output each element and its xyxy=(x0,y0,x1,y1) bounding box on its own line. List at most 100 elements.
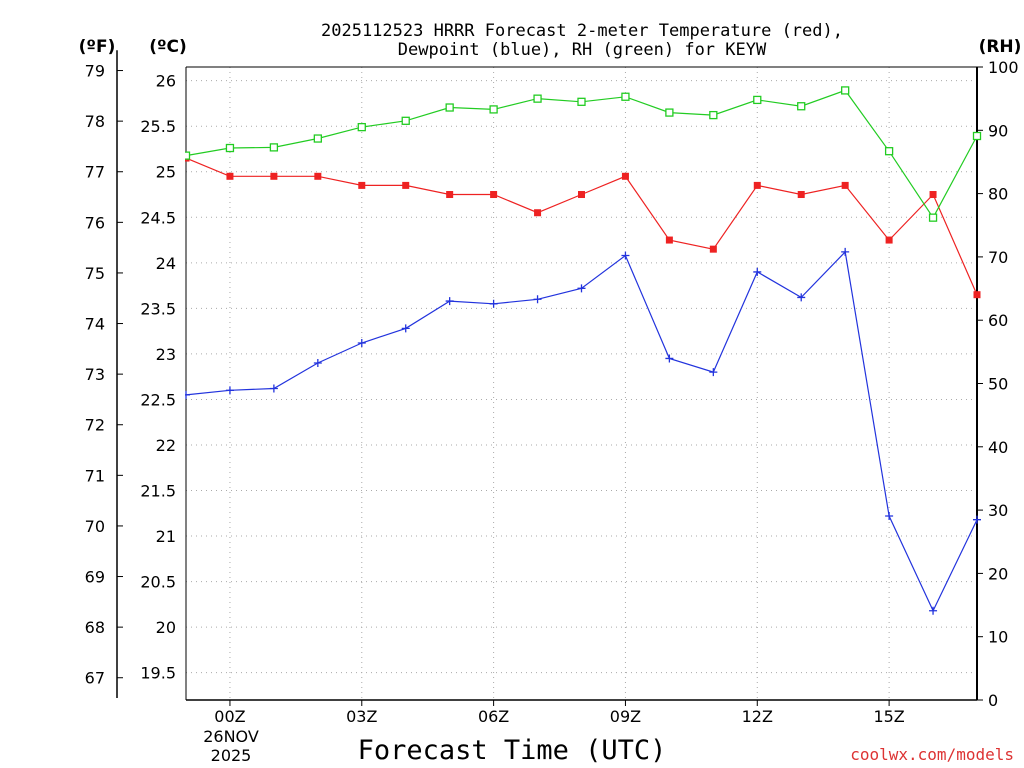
fahrenheit-tick-label: 70 xyxy=(85,517,105,536)
x-axis-title: Forecast Time (UTC) xyxy=(358,735,667,766)
rh-point xyxy=(577,97,586,106)
fahrenheit-unit-label: (ºF) xyxy=(79,37,116,57)
fahrenheit-tick-label: 77 xyxy=(85,163,105,182)
date-label-day: 26NOV xyxy=(203,727,259,746)
temperature-point xyxy=(226,172,234,180)
credit-label: coolwx.com/models xyxy=(850,745,1014,764)
celsius-tick-label: 20 xyxy=(156,618,176,637)
rh-point xyxy=(884,147,894,156)
fahrenheit-tick-label: 79 xyxy=(85,62,105,81)
data-series xyxy=(185,86,982,615)
temperature-point xyxy=(534,209,542,217)
x-tick-label: 03Z xyxy=(346,707,377,726)
dewpoint-point xyxy=(973,515,981,524)
fahrenheit-tick-label: 73 xyxy=(85,365,105,384)
temperature-series-line xyxy=(185,157,978,295)
celsius-tick-label: 23 xyxy=(156,345,176,364)
chart-title-line-1: 2025112523 HRRR Forecast 2-meter Tempera… xyxy=(321,21,843,41)
x-tick-label: 00Z xyxy=(214,707,245,726)
date-label-year: 2025 xyxy=(211,746,252,765)
celsius-tick-label: 19.5 xyxy=(140,664,176,683)
dewpoint-point xyxy=(665,354,674,363)
celsius-tick-label: 24 xyxy=(156,254,176,273)
chart-title-line-2: Dewpoint (blue), RH (green) for KEYW xyxy=(398,40,767,60)
temperature-point xyxy=(358,181,366,189)
dewpoint-point xyxy=(489,299,498,308)
celsius-tick-label: 26 xyxy=(156,72,176,91)
celsius-tick-label: 20.5 xyxy=(140,573,176,592)
celsius-tick-label: 21 xyxy=(156,527,176,546)
temperature-point xyxy=(314,172,322,180)
rh-point xyxy=(185,151,191,160)
temperature-point xyxy=(709,245,717,253)
fahrenheit-tick-label: 69 xyxy=(85,568,105,587)
dewpoint-point xyxy=(401,324,410,333)
rh-tick-label: 60 xyxy=(988,311,1008,330)
dewpoint-point xyxy=(225,386,234,395)
celsius-tick-label: 22.5 xyxy=(140,390,176,409)
dewpoint-point xyxy=(621,251,630,260)
x-tick-label: 15Z xyxy=(873,707,904,726)
fahrenheit-tick-label: 78 xyxy=(85,112,105,131)
dewpoint-point xyxy=(445,297,454,306)
celsius-tick-label: 24.5 xyxy=(140,208,176,227)
rh-point xyxy=(709,110,718,120)
celsius-tick-label: 21.5 xyxy=(140,482,176,501)
dewpoint-point xyxy=(841,247,850,256)
fahrenheit-tick-label: 71 xyxy=(85,466,105,485)
fahrenheit-tick-label: 67 xyxy=(85,669,105,688)
rh-tick-label: 70 xyxy=(988,248,1008,267)
dewpoint-point xyxy=(533,295,542,304)
dewpoint-point xyxy=(797,293,806,302)
rh-point xyxy=(357,122,366,132)
rh-tick-label: 20 xyxy=(988,564,1008,583)
rh-point xyxy=(269,143,279,152)
celsius-unit-label: (ºC) xyxy=(149,37,187,57)
dewpoint-point xyxy=(269,384,278,393)
celsius-tick-label: 25 xyxy=(156,163,176,182)
fahrenheit-tick-label: 75 xyxy=(85,264,105,283)
rh-tick-label: 0 xyxy=(988,691,998,710)
temperature-point xyxy=(797,191,805,199)
celsius-tick-label: 23.5 xyxy=(140,299,176,318)
rh-tick-label: 30 xyxy=(988,501,1008,520)
rh-tick-label: 50 xyxy=(988,375,1008,394)
rh-tick-label: 10 xyxy=(988,628,1008,647)
temperature-point xyxy=(621,172,629,180)
temperature-point xyxy=(402,181,410,189)
x-tick-label: 06Z xyxy=(478,707,509,726)
axes xyxy=(116,50,983,706)
fahrenheit-tick-label: 74 xyxy=(85,315,105,334)
rh-tick-label: 90 xyxy=(988,121,1008,140)
rh-point xyxy=(928,213,938,222)
rh-point xyxy=(401,116,410,125)
dewpoint-point xyxy=(313,359,322,368)
rh-point xyxy=(313,134,322,143)
rh-point xyxy=(797,102,806,111)
dewpoint-point xyxy=(753,267,762,276)
rh-point xyxy=(841,86,850,95)
temperature-point xyxy=(929,191,937,199)
dewpoint-point xyxy=(709,368,718,377)
x-tick-label: 09Z xyxy=(610,707,641,726)
tick-labels: 19.5 20 20.5 21 21.5 22 22.5 23 23.5 24 24.5 25 25.5… xyxy=(85,58,1019,726)
rh-point xyxy=(445,103,454,112)
dewpoint-point xyxy=(929,606,938,615)
rh-unit-label: (RH) xyxy=(979,37,1022,57)
temperature-point xyxy=(973,291,981,299)
celsius-tick-label: 25.5 xyxy=(140,117,176,136)
temperature-point xyxy=(665,236,673,244)
rh-point xyxy=(621,92,630,101)
dewpoint-point xyxy=(885,512,894,521)
rh-point xyxy=(533,94,542,103)
rh-tick-label: 40 xyxy=(988,438,1008,457)
dewpoint-point xyxy=(357,338,366,347)
dewpoint-point xyxy=(185,390,190,399)
dewpoint-point xyxy=(577,284,586,293)
temperature-point xyxy=(270,172,278,180)
temperature-point xyxy=(841,181,849,189)
fahrenheit-tick-label: 72 xyxy=(85,416,105,435)
rh-point xyxy=(753,95,762,105)
rh-point xyxy=(489,105,498,114)
